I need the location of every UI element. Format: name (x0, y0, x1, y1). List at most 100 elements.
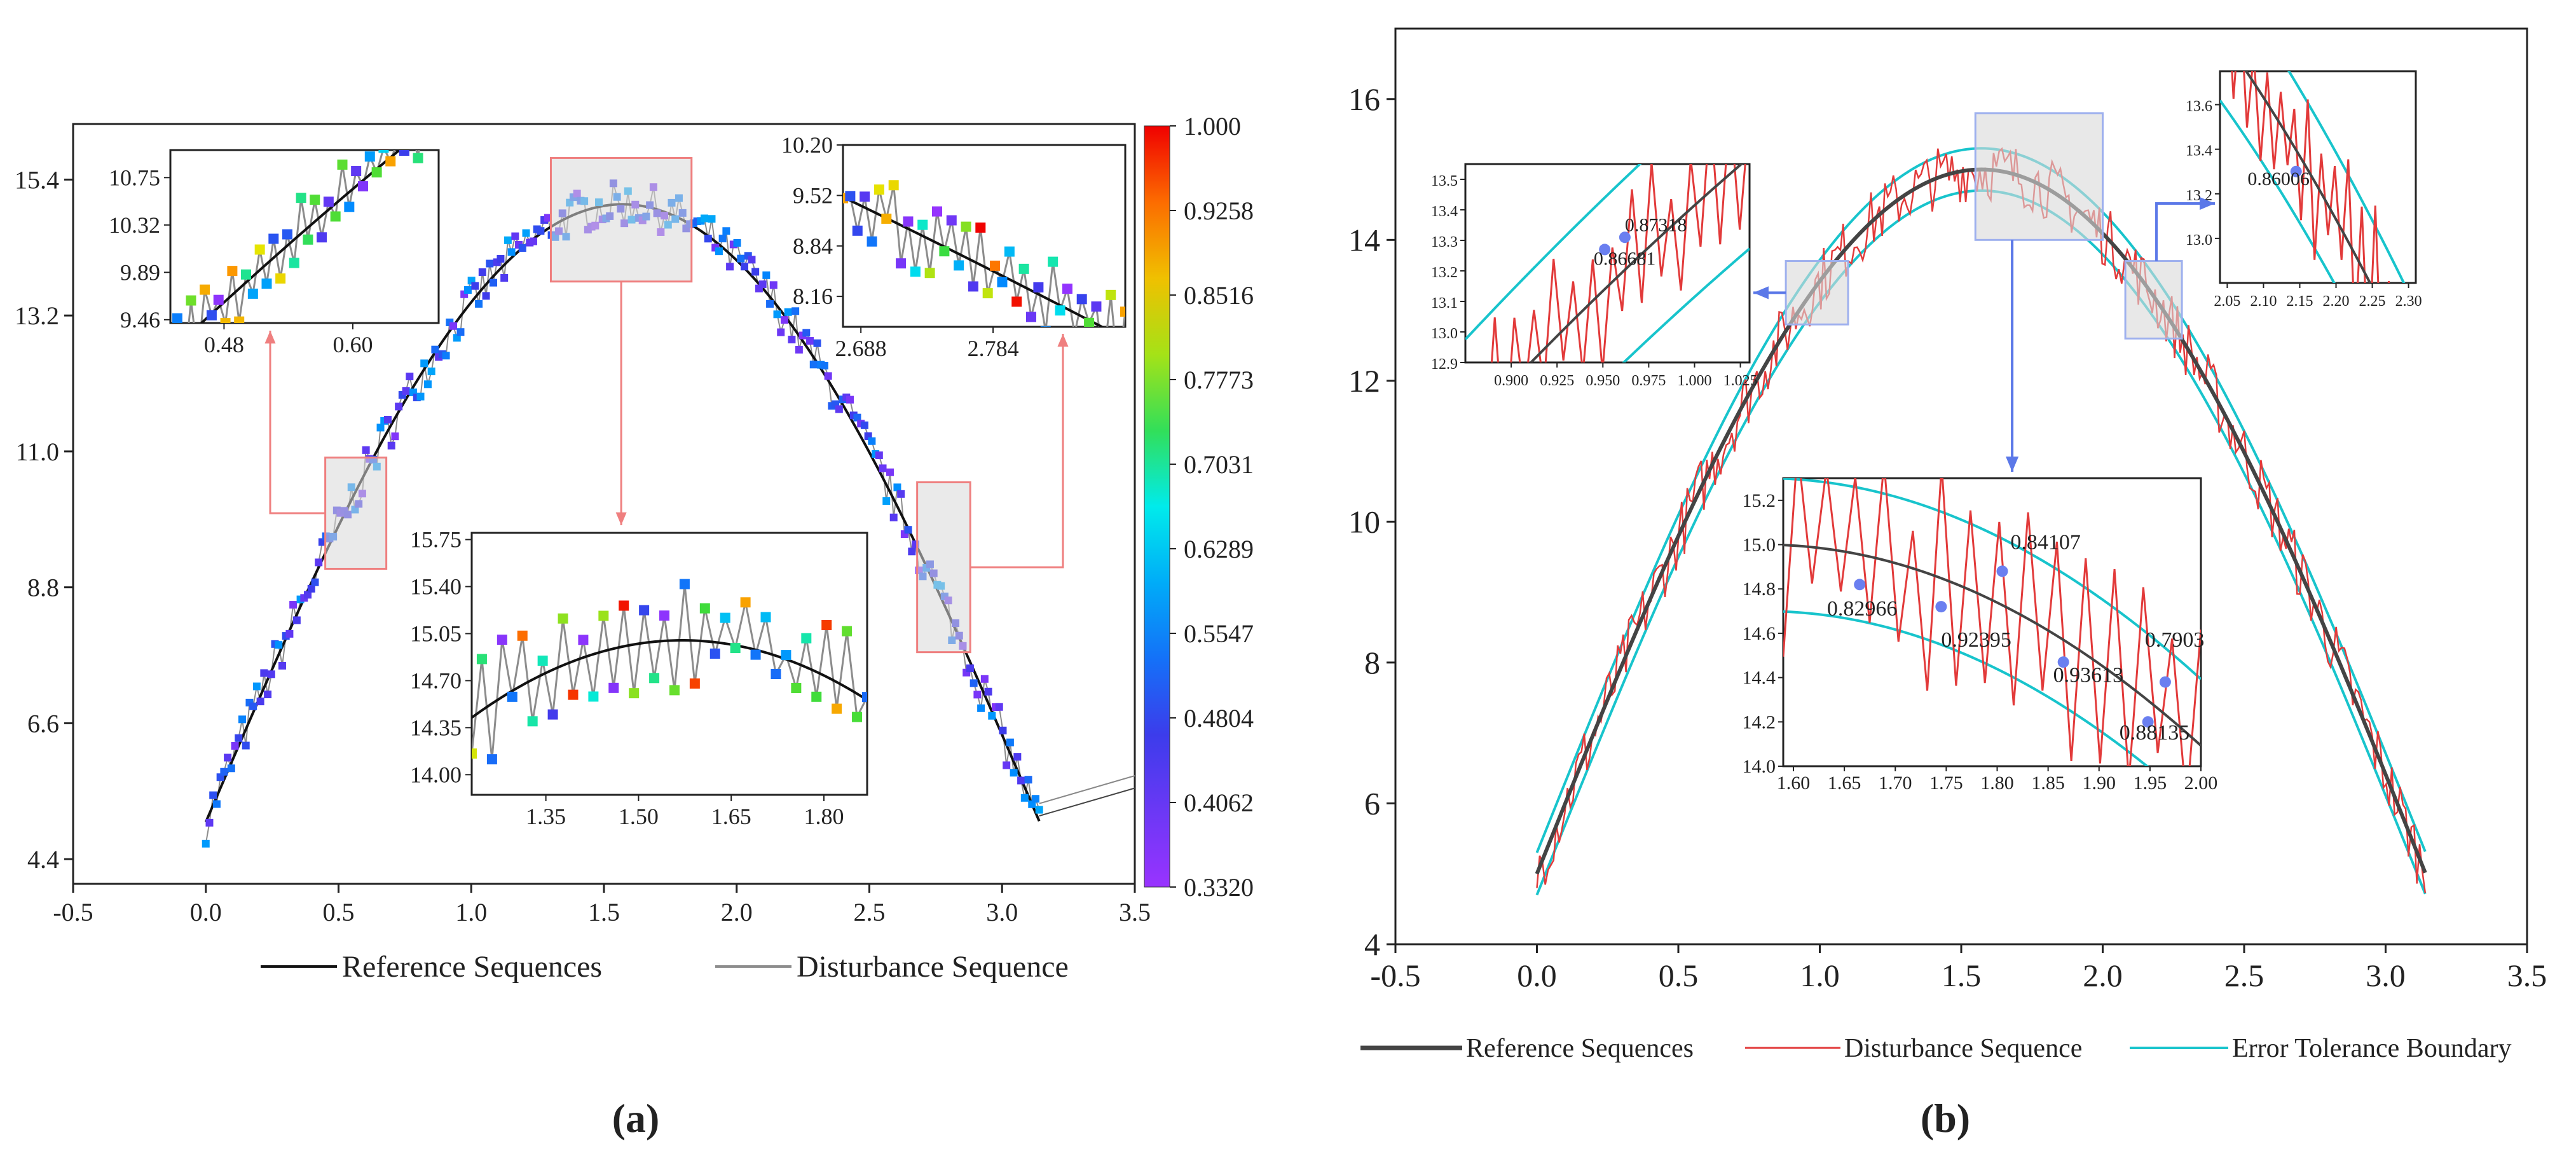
panel-a-disturbance-point (497, 255, 505, 263)
panel-b-inset-y-tick-label: 13.4 (1431, 203, 1458, 220)
panel-a-disturbance-point (224, 753, 232, 762)
panel-a-inset-y-tick-label: 14.00 (410, 762, 462, 787)
panel-b-callout-arrow-2-head (2005, 457, 2019, 472)
panel-b-inset-disturbance-line (1783, 478, 2201, 766)
panel-a-inset-point (364, 151, 375, 162)
panel-a-inset-point (247, 288, 258, 299)
panel-a-disturbance-point (205, 818, 214, 827)
panel-a-inset-point (588, 691, 599, 702)
panel-a-y-tick-label: 4.4 (27, 845, 59, 874)
panel-a-inset-reference-line (472, 639, 867, 719)
panel-a-inset-point (832, 703, 842, 714)
panel-a-disturbance-point (966, 664, 974, 673)
panel-b-inset-marked-point (1996, 565, 2008, 577)
panel-a-disturbance-point (1006, 738, 1014, 747)
panel-a-disturbance-point (908, 547, 916, 556)
panel-a-inset-point (241, 269, 252, 280)
panel-a-inset-point (1106, 289, 1116, 300)
panel-a-disturbance-point (486, 259, 494, 268)
panel-a-disturbance-point (1035, 806, 1043, 814)
panel-a-inset-point (750, 649, 761, 660)
panel-b-x-tick-label: 1.5 (1942, 958, 1982, 993)
panel-a-inset-point (337, 159, 348, 170)
panel-b-inset-boundary-line (1622, 247, 1750, 362)
panel-a-disturbance-point (882, 497, 891, 505)
panel-b-inset-value-label: 0.86006 (2247, 169, 2310, 189)
panel-a-inset-point (558, 613, 568, 624)
panel-a-disturbance-point (209, 791, 217, 799)
panel-a-inset-point (720, 612, 730, 623)
panel-a-inset-point (1004, 246, 1015, 257)
panel-a-inset-disturbance-line (175, 150, 420, 323)
panel-a-disturbance-point (701, 214, 709, 223)
panel-b-inset-y-tick-label: 13.5 (1431, 173, 1458, 189)
panel-a-disturbance-point (846, 396, 854, 404)
panel-a-inset-point (323, 196, 334, 207)
panel-a-highlight-box (916, 481, 971, 654)
panel-a-disturbance-point (773, 310, 781, 319)
panel-b-y-tick-label: 12 (1348, 363, 1380, 399)
panel-a-inset-point (730, 643, 741, 654)
panel-a-disturbance-point (518, 244, 526, 252)
panel-a-colorbar (1144, 125, 1170, 888)
panel-b-highlight-box (2124, 260, 2183, 340)
panel-a-inset-point (1048, 256, 1058, 267)
panel-a-disturbance-point (1024, 776, 1032, 784)
panel-a-disturbance-point (1003, 761, 1011, 769)
panel-a-disturbance-point (427, 368, 435, 376)
panel-b-inset-reference-line (2244, 71, 2372, 283)
panel-b-inset-value-label: 0.87318 (1625, 215, 1687, 236)
panel-a-inset-point (821, 620, 832, 631)
panel-b-y-tick-label: 4 (1364, 926, 1380, 962)
panel-a-inset-point (1040, 326, 1051, 327)
panel-b-inset-y-tick-label: 13.1 (1431, 295, 1458, 312)
panel-b-inset-x-tick-label: 0.900 (1494, 373, 1528, 389)
panel-a-inset-x-tick-label: 1.50 (619, 804, 659, 829)
panel-a-disturbance-point (544, 214, 552, 222)
panel-b-y-tick-label: 10 (1348, 504, 1380, 539)
panel-a-disturbance-point (304, 591, 312, 599)
panel-a-disturbance-point (318, 538, 326, 546)
panel-a-disturbance-point (453, 334, 461, 342)
panel-a-colorbar-tick-label: 0.5547 (1184, 619, 1254, 648)
panel-a-inset-point (413, 153, 423, 163)
panel-a-disturbance-point (442, 352, 450, 360)
panel-a-disturbance-point (471, 282, 479, 290)
panel-a-disturbance-point (784, 308, 792, 316)
panel-b-inset-x-tick-label: 2.20 (2323, 293, 2350, 310)
panel-b-y-tick-label: 8 (1364, 645, 1380, 680)
panel-a-inset-y-tick-label: 8.16 (793, 284, 833, 309)
panel-a-disturbance-point (315, 558, 323, 567)
panel-a-inset-point (289, 258, 299, 268)
panel-b-inset-y-tick-label: 13.3 (1431, 234, 1458, 251)
panel-a-disturbance-point (969, 679, 978, 687)
panel-a-disturbance-point (522, 229, 530, 237)
panel-a-disturbance-point (391, 432, 399, 441)
panel-b-inset-x-tick-label: 2.05 (2214, 293, 2240, 310)
panel-a-x-tick-label: 2.5 (854, 898, 886, 926)
panel-a-inset-point (392, 136, 402, 146)
panel-b-inset-x-tick-label: 2.10 (2250, 293, 2277, 310)
panel-a-disturbance-point (726, 263, 734, 271)
panel-a-callout-arrow-3-head (1057, 334, 1069, 347)
panel-a-colorbar-tick-label: 0.6289 (1184, 535, 1254, 563)
panel-b-x-tick-label: 0.5 (1659, 958, 1699, 993)
panel-a-inset-point (709, 648, 720, 659)
panel-b-legend-boundary-label: Error Tolerance Boundary (2232, 1034, 2511, 1063)
panel-a-inset-point (206, 310, 217, 320)
panel-b-inset-boundary-line (2287, 71, 2406, 283)
panel-a-inset-point (172, 313, 182, 323)
panel-a-inset-y-tick-label: 10.32 (109, 212, 160, 238)
panel-a-inset-point (568, 689, 579, 700)
panel-a-disturbance-point (795, 345, 803, 354)
panel-a-disturbance-point (708, 215, 716, 223)
panel-a-inset-point (862, 692, 867, 703)
panel-a-inset-frame (470, 532, 868, 796)
panel-a-disturbance-point (853, 413, 861, 422)
panel-a-inset-point (910, 266, 921, 277)
panel-a-disturbance-point (737, 254, 745, 263)
panel-a-disturbance-point (988, 712, 996, 720)
panel-a-disturbance-point (537, 227, 545, 235)
panel-b-inset-x-tick-label: 0.925 (1540, 373, 1574, 389)
panel-a-inset-point (344, 202, 355, 212)
